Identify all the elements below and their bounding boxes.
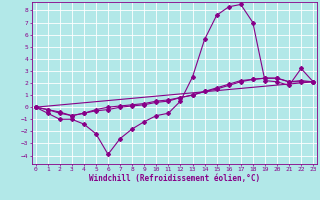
X-axis label: Windchill (Refroidissement éolien,°C): Windchill (Refroidissement éolien,°C) — [89, 174, 260, 183]
